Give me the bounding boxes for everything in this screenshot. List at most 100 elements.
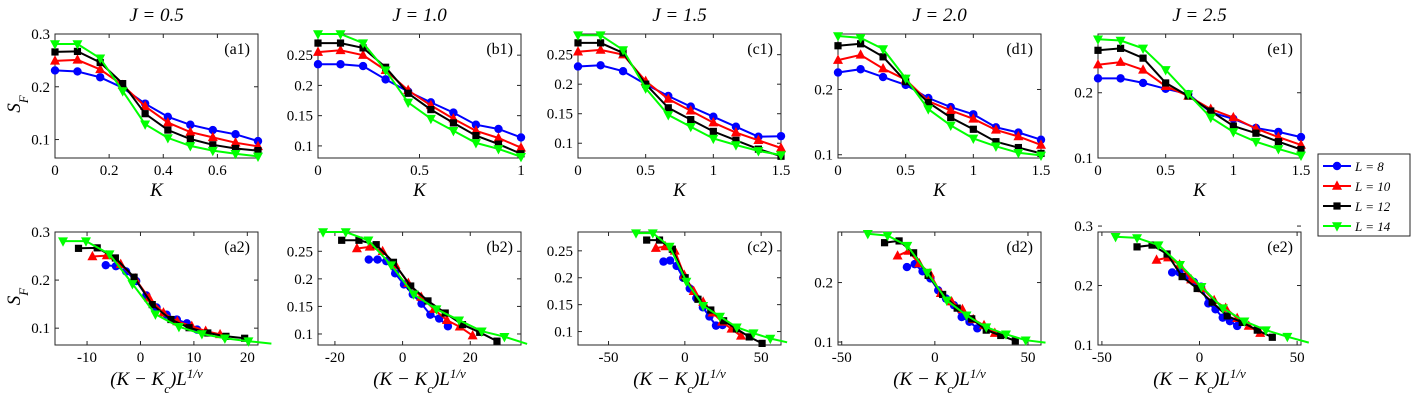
y-tick-label: 0.2 xyxy=(814,82,833,98)
panel-c1: 0 0.5 1 1.5 0.1 0.15 0.2 0.25 (c1) J = 1.5 K xyxy=(547,5,791,201)
data-point xyxy=(1116,74,1125,83)
data-point xyxy=(230,137,241,147)
y-tick-label: 0.1 xyxy=(294,327,313,343)
data-point xyxy=(253,152,263,163)
data-point xyxy=(1162,79,1170,87)
data-point xyxy=(516,153,526,163)
data-point xyxy=(219,334,230,344)
data-point xyxy=(1115,56,1126,66)
data-point xyxy=(902,262,912,272)
data-point xyxy=(335,30,346,40)
data-point xyxy=(1014,143,1022,152)
y-tick-label: 0.1 xyxy=(1074,151,1093,167)
x-axis-label: (K − Kc)L1/ν xyxy=(633,366,726,396)
x-tick-label: -50 xyxy=(599,350,619,366)
plot-area xyxy=(54,231,259,346)
data-point xyxy=(364,241,375,251)
data-point xyxy=(231,144,240,153)
panel-label: (a1) xyxy=(224,41,250,58)
data-point xyxy=(736,330,747,340)
data-point xyxy=(408,290,419,300)
y-tick-label: 0.2 xyxy=(554,271,573,287)
y-tick-label: 0.15 xyxy=(547,107,573,123)
series-line xyxy=(323,231,528,345)
panel-label: (c2) xyxy=(747,239,773,256)
data-point xyxy=(900,74,911,84)
data-point xyxy=(668,245,676,253)
data-point xyxy=(595,44,606,54)
data-point xyxy=(1297,145,1305,154)
x-tick-label: 0.6 xyxy=(208,163,227,179)
data-point xyxy=(1207,107,1215,115)
data-point xyxy=(642,80,650,88)
data-point xyxy=(776,142,786,152)
series-l14 xyxy=(833,32,1046,161)
plot-area xyxy=(54,33,259,159)
data-point xyxy=(407,282,415,290)
plot-area xyxy=(837,33,1042,159)
series-l14 xyxy=(631,229,788,345)
panel-label: (d2) xyxy=(1006,239,1033,256)
data-point xyxy=(493,337,501,345)
y-tick-label: 0.2 xyxy=(554,77,573,93)
data-point xyxy=(1253,326,1261,334)
data-point xyxy=(720,317,728,325)
data-point xyxy=(664,242,675,253)
y-tick-label: 0.1 xyxy=(554,325,573,341)
data-point xyxy=(404,89,412,97)
data-point xyxy=(1093,74,1103,83)
series-line xyxy=(1097,38,1302,157)
data-point xyxy=(449,119,458,127)
data-point xyxy=(892,250,903,260)
data-point xyxy=(516,133,526,142)
data-point xyxy=(882,231,893,242)
data-point xyxy=(50,40,60,50)
x-tick-label: 0 xyxy=(137,350,145,366)
data-point xyxy=(204,329,212,337)
y-tick-label: 0.15 xyxy=(287,109,313,125)
data-point xyxy=(476,327,487,337)
data-point xyxy=(373,255,382,264)
series-line xyxy=(578,41,782,158)
data-point xyxy=(95,63,106,74)
data-point xyxy=(924,98,932,107)
x-tick-label: 0.2 xyxy=(100,163,119,179)
y-tick-label: 0.2 xyxy=(1074,279,1093,295)
data-point xyxy=(1296,151,1306,161)
data-point xyxy=(1110,233,1121,243)
data-point xyxy=(776,151,786,161)
data-point xyxy=(731,323,742,333)
series-line xyxy=(317,49,522,149)
plot-area xyxy=(577,231,782,346)
panel-a1: 0 0.2 0.4 0.6 0.1 0.2 0.3 (a1) J = 0.5 K SF xyxy=(4,5,263,201)
x-tick-label: 0.5 xyxy=(410,163,429,179)
data-point xyxy=(618,46,629,56)
data-point xyxy=(441,314,452,324)
y-tick-label: 0.1 xyxy=(294,139,313,155)
data-point xyxy=(640,84,651,94)
data-point xyxy=(148,301,156,309)
data-point xyxy=(1153,241,1164,251)
data-point xyxy=(574,39,582,47)
data-point xyxy=(663,111,674,121)
data-point xyxy=(880,239,889,247)
x-tick-label: 1 xyxy=(710,163,718,179)
data-point xyxy=(714,312,725,323)
x-tick-label: -20 xyxy=(325,350,345,366)
data-point xyxy=(945,121,956,131)
y-tick-label: 0.1 xyxy=(554,136,573,152)
data-point xyxy=(573,46,583,56)
data-point xyxy=(833,68,843,77)
data-point xyxy=(708,116,719,127)
data-point xyxy=(681,277,692,288)
data-point xyxy=(50,66,60,75)
data-point xyxy=(573,31,583,41)
data-point xyxy=(597,39,605,47)
data-point xyxy=(1282,332,1293,343)
data-point xyxy=(857,40,865,48)
data-point xyxy=(448,127,459,137)
data-point xyxy=(833,54,843,64)
panel-c2: -50 0 50 0.1 0.15 0.2 0.25 (c2) (K − Kc)L1/ν xyxy=(547,229,788,396)
data-point xyxy=(961,311,972,321)
